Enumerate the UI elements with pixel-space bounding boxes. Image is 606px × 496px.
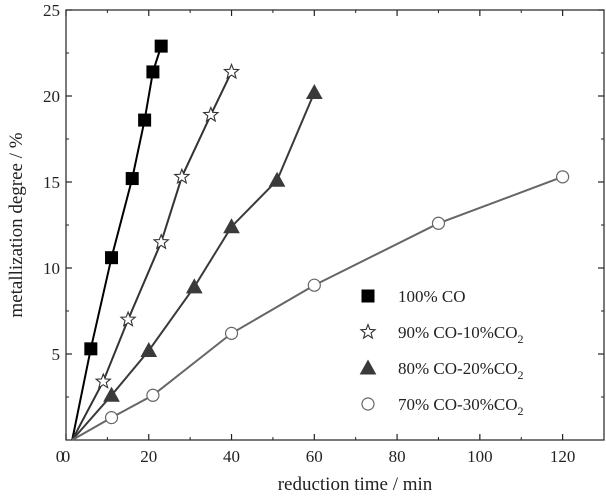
data-point xyxy=(105,251,119,265)
data-point xyxy=(305,84,323,100)
data-point xyxy=(84,342,98,356)
legend-label-main: 80% CO-20%CO xyxy=(398,359,517,378)
data-point xyxy=(431,216,446,230)
x-tick-label: 0 xyxy=(62,447,71,466)
data-point xyxy=(119,310,137,327)
legend-item: 100% CO xyxy=(361,287,466,306)
data-point xyxy=(173,167,191,185)
legend-marker xyxy=(361,289,375,303)
legend-label: 70% CO-30%CO2 xyxy=(398,395,523,418)
legend-label: 80% CO-20%CO2 xyxy=(398,359,523,382)
data-point xyxy=(202,105,220,123)
x-tick-label: 80 xyxy=(389,447,406,466)
x-tick-label: 20 xyxy=(140,447,157,466)
y-axis-title: metallization degree / % xyxy=(6,132,27,317)
legend-marker xyxy=(359,359,377,375)
y-tick-label: 5 xyxy=(52,345,61,364)
y-tick-label: 10 xyxy=(43,259,60,278)
legend-label-subscript: 2 xyxy=(517,404,523,418)
series-1 xyxy=(71,39,168,441)
y-tick-label: 20 xyxy=(43,87,60,106)
x-axis-title: reduction time / min xyxy=(278,474,433,495)
axes: 0 20 40 60 80 100 120 5 10 15 20 25 0 xyxy=(43,1,605,466)
series-3 xyxy=(71,84,323,441)
series-line xyxy=(71,71,233,441)
legend-item: 70% CO-30%CO2 xyxy=(361,395,523,418)
data-point xyxy=(140,342,158,358)
legend-label: 100% CO xyxy=(398,287,466,306)
data-point xyxy=(185,278,203,294)
legend-label-subscript: 2 xyxy=(517,332,523,346)
x-tick-label: 60 xyxy=(306,447,323,466)
legend-marker xyxy=(361,397,375,411)
data-point xyxy=(138,113,152,127)
y-tick-label: 25 xyxy=(43,1,60,20)
y-tick-label: 15 xyxy=(43,173,60,192)
data-point xyxy=(104,411,119,425)
data-point xyxy=(268,171,286,187)
data-point xyxy=(556,170,570,184)
x-tick-label: 100 xyxy=(467,447,493,466)
legend-label-main: 90% CO-10%CO xyxy=(398,323,517,342)
data-point xyxy=(222,62,241,80)
legend-label-main: 70% CO-30%CO xyxy=(398,395,517,414)
data-point xyxy=(154,39,168,53)
data-point xyxy=(223,218,240,234)
legend-label-subscript: 2 xyxy=(517,368,523,382)
data-point xyxy=(94,372,112,389)
legend-marker xyxy=(359,322,377,340)
series-line xyxy=(71,45,163,441)
data-point xyxy=(103,386,120,402)
data-point xyxy=(224,326,239,340)
x-tick-label: 40 xyxy=(223,447,240,466)
series-layer xyxy=(71,39,570,441)
legend-label-main: 100% CO xyxy=(398,287,466,306)
legend-item: 80% CO-20%CO2 xyxy=(359,359,523,382)
origin-label: 0 xyxy=(56,447,65,466)
x-tick-label: 120 xyxy=(550,447,576,466)
series-2 xyxy=(71,62,241,441)
data-point xyxy=(125,172,139,186)
data-point xyxy=(307,278,321,292)
series-4 xyxy=(71,170,570,441)
data-point xyxy=(146,65,160,79)
legend-item: 90% CO-10%CO2 xyxy=(359,322,523,346)
data-point xyxy=(146,388,160,402)
legend-label: 90% CO-10%CO2 xyxy=(398,323,523,346)
series-line xyxy=(71,92,316,441)
data-point xyxy=(152,233,170,250)
